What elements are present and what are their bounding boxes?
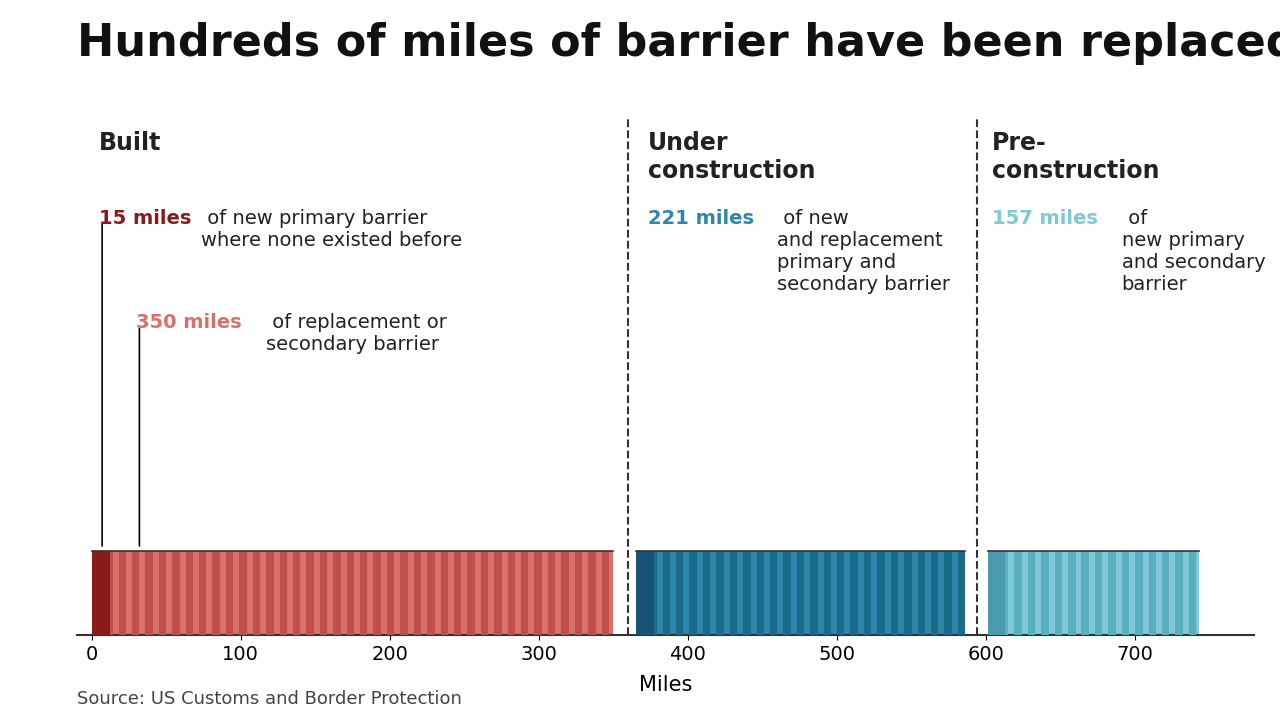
Text: 157 miles: 157 miles [992, 209, 1098, 228]
Bar [212, 551, 220, 635]
Text: of new
and replacement
primary and
secondary barrier: of new and replacement primary and secon… [777, 209, 950, 294]
Bar [1148, 551, 1156, 635]
Bar [877, 551, 884, 635]
Bar [891, 551, 899, 635]
Bar [717, 551, 723, 635]
Bar [252, 551, 260, 635]
Text: 350 miles: 350 miles [137, 313, 242, 332]
Bar [771, 551, 777, 635]
Bar [159, 551, 166, 635]
Bar [744, 551, 750, 635]
Bar [1108, 551, 1116, 635]
Bar [508, 551, 515, 635]
Bar [864, 551, 872, 635]
Bar [1068, 551, 1075, 635]
Bar [374, 551, 381, 635]
Bar [1175, 551, 1183, 635]
Bar [1041, 551, 1048, 635]
Bar [918, 551, 925, 635]
Text: of new primary barrier
where none existed before: of new primary barrier where none existe… [201, 209, 462, 250]
Bar [810, 551, 818, 635]
Bar [1162, 551, 1170, 635]
Bar [690, 551, 696, 635]
Bar [173, 551, 179, 635]
Bar [535, 551, 541, 635]
Bar [347, 551, 355, 635]
Bar [904, 551, 911, 635]
Bar [602, 551, 609, 635]
Bar [293, 551, 301, 635]
Bar [92, 551, 110, 635]
Bar [239, 551, 247, 635]
Bar [823, 551, 831, 635]
Text: BBC: BBC [1158, 687, 1210, 706]
Bar [266, 551, 274, 635]
Bar [1028, 551, 1036, 635]
Bar [333, 551, 340, 635]
Bar [440, 551, 448, 635]
Bar [146, 551, 152, 635]
Bar [279, 551, 287, 635]
Bar [1015, 551, 1021, 635]
Bar [561, 551, 568, 635]
Bar [494, 551, 502, 635]
Bar [306, 551, 314, 635]
Bar [401, 551, 408, 635]
Text: Source: US Customs and Border Protection: Source: US Customs and Border Protection [77, 690, 462, 708]
X-axis label: Miles: Miles [639, 675, 692, 695]
Text: of
new primary
and secondary
barrier: of new primary and secondary barrier [1121, 209, 1266, 294]
Bar [588, 551, 595, 635]
Bar [1135, 551, 1143, 635]
Bar [783, 551, 791, 635]
Bar [1055, 551, 1062, 635]
Bar [92, 551, 613, 635]
Text: 15 miles: 15 miles [99, 209, 192, 228]
Bar [649, 551, 657, 635]
Bar [988, 551, 1006, 635]
Bar [548, 551, 556, 635]
Bar [850, 551, 858, 635]
Text: Under
construction: Under construction [648, 131, 815, 183]
Bar [796, 551, 804, 635]
Bar [663, 551, 669, 635]
Bar [756, 551, 764, 635]
Bar [119, 551, 125, 635]
Bar [636, 551, 965, 635]
Bar [105, 551, 113, 635]
Bar [387, 551, 394, 635]
Bar [198, 551, 206, 635]
Bar [957, 551, 965, 635]
Bar [360, 551, 367, 635]
Text: Pre-
construction: Pre- construction [992, 131, 1160, 183]
Bar [521, 551, 529, 635]
Bar [676, 551, 684, 635]
Text: 221 miles: 221 miles [648, 209, 754, 228]
Bar [730, 551, 737, 635]
Text: Built: Built [99, 131, 161, 155]
Bar [636, 551, 654, 635]
Text: Hundreds of miles of barrier have been replaced: Hundreds of miles of barrier have been r… [77, 22, 1280, 65]
Bar [1094, 551, 1102, 635]
Bar [467, 551, 475, 635]
Bar [413, 551, 421, 635]
Bar [225, 551, 233, 635]
Bar [481, 551, 488, 635]
Bar [703, 551, 710, 635]
Bar [575, 551, 582, 635]
Bar [132, 551, 140, 635]
Bar [1082, 551, 1089, 635]
Bar [454, 551, 461, 635]
Bar [931, 551, 938, 635]
Bar [1189, 551, 1197, 635]
Bar [945, 551, 952, 635]
Bar [1001, 551, 1009, 635]
Bar [320, 551, 328, 635]
Bar [428, 551, 434, 635]
Bar [837, 551, 845, 635]
Bar [988, 551, 1199, 635]
Bar [186, 551, 193, 635]
Text: of replacement or
secondary barrier: of replacement or secondary barrier [266, 313, 447, 354]
Bar [1121, 551, 1129, 635]
